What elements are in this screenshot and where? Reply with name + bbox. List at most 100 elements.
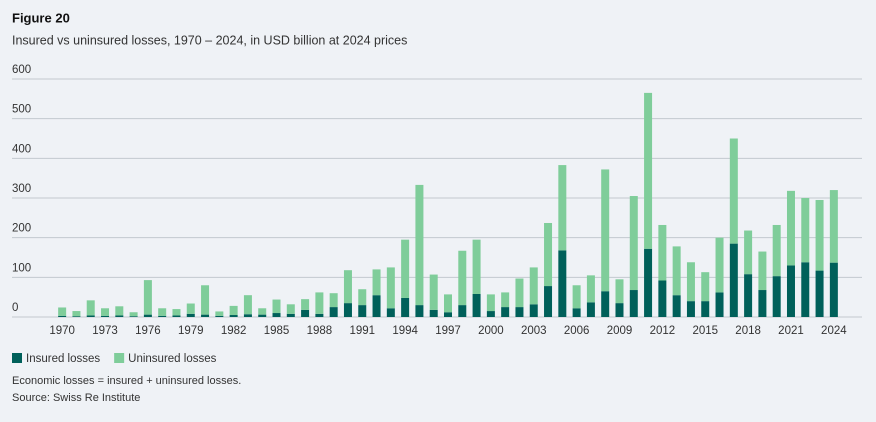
source: Source: Swiss Re Institute bbox=[12, 392, 140, 404]
bar-segment bbox=[58, 315, 67, 317]
bar-segment bbox=[215, 311, 224, 316]
bar-segment bbox=[415, 305, 424, 317]
bar-segment bbox=[786, 190, 795, 266]
x-tick-label: 1982 bbox=[221, 325, 247, 337]
bar-segment bbox=[701, 301, 710, 317]
bar-segment bbox=[744, 230, 753, 275]
bar-segment bbox=[329, 293, 338, 308]
legend-swatch bbox=[12, 353, 22, 363]
bar-segment bbox=[101, 315, 110, 317]
y-tick-label: 500 bbox=[12, 104, 31, 116]
bar-segment bbox=[358, 305, 367, 317]
x-tick-label: 1979 bbox=[178, 325, 204, 337]
bar-segment bbox=[172, 315, 181, 317]
bar-segment bbox=[472, 293, 481, 317]
bar-segment bbox=[243, 314, 252, 317]
x-tick-label: 1997 bbox=[435, 325, 461, 337]
x-tick-label: 2021 bbox=[778, 325, 804, 337]
bar-segment bbox=[658, 224, 667, 281]
bar-segment bbox=[501, 307, 510, 317]
bar-segment bbox=[158, 315, 167, 317]
y-tick-label: 300 bbox=[12, 183, 31, 195]
bar-segment bbox=[829, 262, 838, 317]
bar-segment bbox=[772, 224, 781, 277]
x-tick-label: 2015 bbox=[692, 325, 718, 337]
bar-segment bbox=[58, 307, 67, 316]
bar-segment bbox=[258, 308, 267, 315]
bar-segment bbox=[486, 294, 495, 312]
bar-segment bbox=[115, 315, 124, 317]
x-tick-label: 1973 bbox=[92, 325, 118, 337]
bar-segment bbox=[301, 309, 310, 317]
bar-segment bbox=[772, 276, 781, 317]
bar-segment bbox=[401, 239, 410, 298]
bar-segment bbox=[544, 222, 553, 287]
bar-segment bbox=[515, 278, 524, 308]
bar-segment bbox=[815, 199, 824, 271]
bar-segment bbox=[201, 314, 210, 317]
bar-segment bbox=[258, 314, 267, 317]
bar-segment bbox=[429, 309, 438, 317]
bar-segment bbox=[101, 308, 110, 316]
bar-segment bbox=[158, 308, 167, 316]
x-tick-label: 1970 bbox=[49, 325, 75, 337]
bar-segment bbox=[758, 290, 767, 317]
bar-segment bbox=[286, 313, 295, 317]
bar-segment bbox=[129, 312, 138, 317]
bar-segment bbox=[172, 309, 181, 316]
bar-segment bbox=[786, 265, 795, 317]
bar-segment bbox=[515, 307, 524, 317]
bar-segment bbox=[143, 280, 152, 315]
x-tick-label: 2006 bbox=[564, 325, 590, 337]
bar-segment bbox=[558, 250, 567, 317]
bar-segment bbox=[286, 304, 295, 314]
bar-segment bbox=[201, 285, 210, 315]
y-tick-label: 100 bbox=[12, 262, 31, 274]
bar-segment bbox=[315, 313, 324, 317]
x-tick-label: 2003 bbox=[521, 325, 547, 337]
legend-label: Uninsured losses bbox=[128, 353, 216, 365]
bar-segment bbox=[472, 239, 481, 294]
bar-segment bbox=[229, 305, 238, 316]
y-tick-label: 400 bbox=[12, 143, 31, 155]
bar-segment bbox=[243, 295, 252, 315]
bar-segment bbox=[372, 295, 381, 317]
bar-segment bbox=[644, 92, 653, 249]
bar-segment bbox=[729, 138, 738, 244]
bar-segment bbox=[629, 290, 638, 317]
bar-segment bbox=[358, 289, 367, 306]
note: Economic losses = insured + uninsured lo… bbox=[12, 375, 241, 387]
x-tick-label: 1988 bbox=[307, 325, 333, 337]
x-tick-label: 1976 bbox=[135, 325, 161, 337]
bar-segment bbox=[129, 316, 138, 317]
bar-segment bbox=[72, 316, 81, 317]
bar-segment bbox=[758, 251, 767, 291]
bar-segment bbox=[429, 274, 438, 310]
bar-segment bbox=[601, 169, 610, 292]
bar-segment bbox=[186, 313, 195, 317]
y-tick-label: 600 bbox=[12, 64, 31, 76]
bar-segment bbox=[343, 303, 352, 317]
bar-segment bbox=[401, 297, 410, 317]
bar-segment bbox=[486, 311, 495, 317]
bar-segment bbox=[715, 237, 724, 293]
x-tick-label: 1991 bbox=[349, 325, 375, 337]
bar-segment bbox=[444, 312, 452, 317]
x-tick-label: 2009 bbox=[607, 325, 633, 337]
bar-segment bbox=[658, 280, 667, 317]
y-tick-label: 0 bbox=[12, 302, 18, 314]
bar-segment bbox=[272, 299, 281, 314]
bar-segment bbox=[529, 267, 538, 305]
bar-segment bbox=[672, 295, 681, 317]
bar-segment bbox=[458, 305, 467, 317]
x-tick-label: 2024 bbox=[821, 325, 847, 337]
x-tick-label: 1994 bbox=[392, 325, 418, 337]
legend-label: Insured losses bbox=[26, 353, 100, 365]
x-tick-label: 1985 bbox=[264, 325, 290, 337]
bar-segment bbox=[72, 311, 81, 317]
bar-segment bbox=[715, 292, 724, 317]
bar-segment bbox=[386, 308, 395, 317]
bar-segment bbox=[272, 313, 281, 317]
bar-segment bbox=[801, 198, 810, 263]
